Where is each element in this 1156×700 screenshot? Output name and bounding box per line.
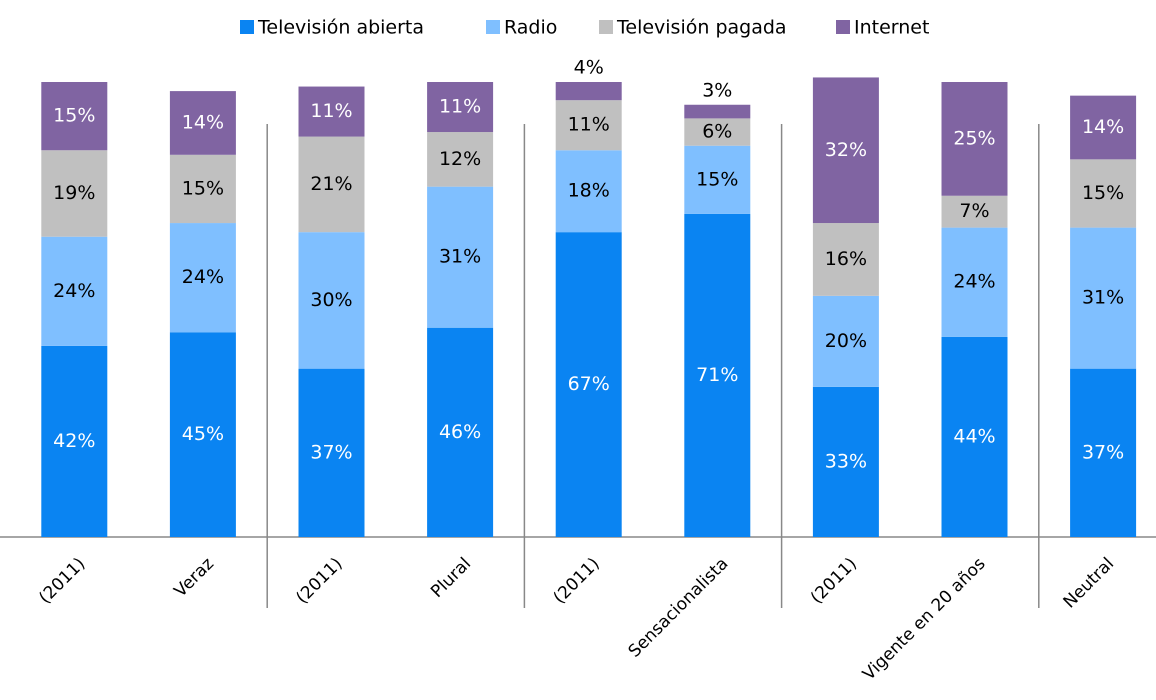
bar-segment xyxy=(812,223,879,296)
value-label: 16% xyxy=(825,248,867,270)
bar-segment xyxy=(684,145,751,214)
value-label: 67% xyxy=(568,373,610,395)
legend-swatch xyxy=(486,20,500,34)
bar-segment xyxy=(812,77,879,224)
x-tick-label: Sensacionalista xyxy=(625,554,733,662)
value-label: 37% xyxy=(310,441,352,463)
value-label: 11% xyxy=(439,96,481,118)
legend-label: Radio xyxy=(504,17,557,39)
x-tick-label: Neutral xyxy=(1060,554,1119,613)
bar-segment xyxy=(169,154,236,224)
legend-swatch xyxy=(599,20,613,34)
value-label: 71% xyxy=(696,364,738,386)
bar-segment xyxy=(1070,368,1137,537)
value-label: 31% xyxy=(439,246,481,268)
value-label: 15% xyxy=(696,168,738,190)
bar-segment xyxy=(684,104,751,119)
value-label: 30% xyxy=(310,289,352,311)
bar-segment xyxy=(169,91,236,155)
bar-segment xyxy=(1070,159,1137,228)
x-tick-label: Plural xyxy=(427,554,475,602)
bar-segment xyxy=(427,186,494,328)
bar-segment xyxy=(555,150,622,233)
value-label: 19% xyxy=(53,182,95,204)
value-label: 33% xyxy=(825,450,867,472)
bar-segment xyxy=(298,368,365,537)
bar-segment xyxy=(941,336,1008,537)
bar-segment xyxy=(298,136,365,233)
bar-segment xyxy=(169,223,236,333)
x-tick-label: Veraz xyxy=(171,554,219,602)
legend-label: Internet xyxy=(854,17,929,39)
value-label: 3% xyxy=(702,79,732,101)
value-label: 45% xyxy=(182,423,224,445)
value-label: 14% xyxy=(182,111,224,133)
value-label: 24% xyxy=(953,271,995,293)
bar-segment xyxy=(427,132,494,187)
bar-segment xyxy=(169,332,236,537)
bar-segment xyxy=(684,213,751,537)
value-label: 46% xyxy=(439,421,481,443)
value-label: 31% xyxy=(1082,287,1124,309)
value-label: 32% xyxy=(825,139,867,161)
value-label: 15% xyxy=(53,105,95,127)
bar-segment xyxy=(41,236,108,346)
legend-swatch xyxy=(240,20,254,34)
bar-segment xyxy=(427,327,494,537)
bar-segment xyxy=(812,295,879,387)
x-tick-label: (2011) xyxy=(292,554,346,608)
value-label: 12% xyxy=(439,148,481,170)
legend-label: Televisión pagada xyxy=(616,17,787,39)
value-label: 37% xyxy=(1082,441,1124,463)
value-label: 25% xyxy=(953,127,995,149)
value-label: 21% xyxy=(310,173,352,195)
bar-segment xyxy=(941,227,1008,337)
value-label: 4% xyxy=(574,57,604,79)
bar-segment xyxy=(941,195,1008,228)
value-label: 18% xyxy=(568,180,610,202)
legend-label: Televisión abierta xyxy=(257,17,424,39)
value-label: 11% xyxy=(568,114,610,136)
value-label: 24% xyxy=(182,266,224,288)
bar-segment xyxy=(41,150,108,237)
value-label: 20% xyxy=(825,330,867,352)
bar-segment xyxy=(41,345,108,537)
bar-segment xyxy=(298,232,365,369)
bar-segment xyxy=(555,100,622,151)
value-label: 44% xyxy=(953,425,995,447)
bar-segment xyxy=(298,86,365,137)
x-tick-label: (2011) xyxy=(35,554,89,608)
value-label: 15% xyxy=(182,177,224,199)
bar-segment xyxy=(684,118,751,146)
x-tick-label: (2011) xyxy=(550,554,604,608)
bar-segment xyxy=(812,386,879,537)
value-label: 15% xyxy=(1082,182,1124,204)
value-label: 6% xyxy=(702,121,732,143)
bar-segment xyxy=(1070,227,1137,369)
bar-segment xyxy=(555,232,622,537)
bar-segment xyxy=(941,82,1008,196)
bar-segment xyxy=(1070,95,1137,160)
value-label: 42% xyxy=(53,430,95,452)
bar-segment xyxy=(41,82,108,151)
bar-segment xyxy=(555,82,622,101)
x-tick-label: Vigente en 20 años xyxy=(859,554,990,685)
value-label: 7% xyxy=(959,200,989,222)
legend-swatch xyxy=(836,20,850,34)
value-label: 11% xyxy=(310,100,352,122)
x-tick-label: (2011) xyxy=(807,554,861,608)
bar-segment xyxy=(427,82,494,133)
value-label: 24% xyxy=(53,280,95,302)
value-label: 14% xyxy=(1082,116,1124,138)
